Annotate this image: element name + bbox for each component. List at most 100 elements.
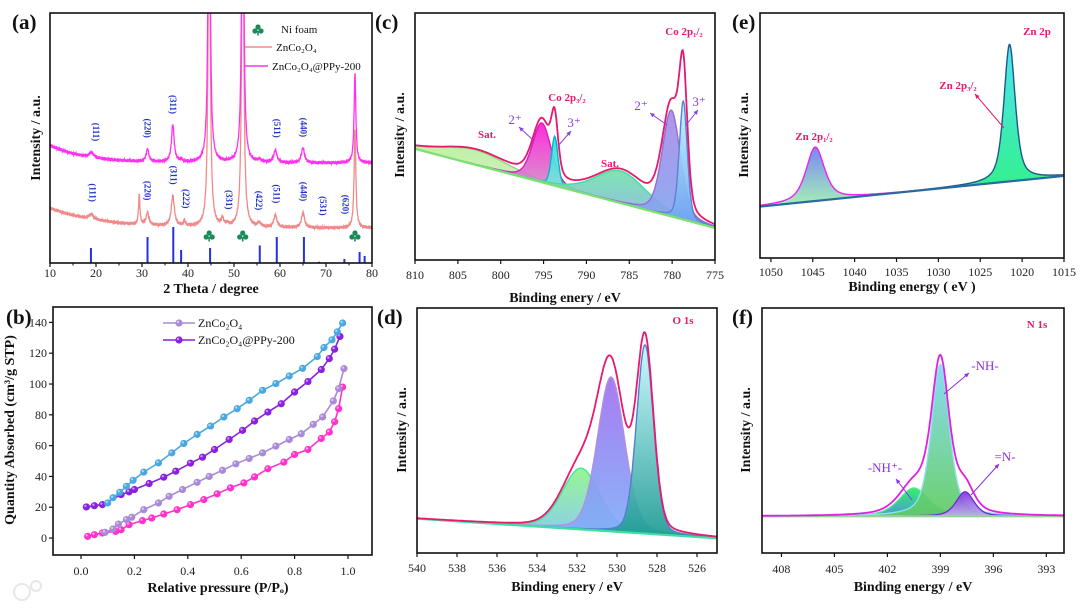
data-point-highlight [176, 320, 180, 324]
panel-label: (e) [732, 10, 755, 34]
data-point-highlight [279, 401, 282, 404]
data-point [298, 364, 307, 372]
data-point-highlight [260, 388, 263, 391]
data-point [220, 413, 228, 421]
data-point-highlight [146, 481, 150, 484]
x-tick-label: 1050 [759, 265, 783, 279]
x-tick-label: 780 [663, 268, 681, 282]
isotherm-line [86, 336, 341, 508]
data-point-highlight [176, 337, 180, 341]
data-point [84, 532, 92, 540]
x-tick-label: 0.4 [180, 564, 195, 578]
arrowhead-icon [964, 373, 969, 378]
x-axis-label: Binding enery / eV [509, 291, 621, 306]
x-tick-label: 1020 [1010, 265, 1034, 279]
x-tick-label: 795 [535, 268, 553, 282]
data-point [145, 479, 153, 488]
data-point [309, 420, 317, 428]
x-tick-label: 0.6 [234, 564, 249, 578]
legend-label: ZnCo₂O₄ [276, 42, 317, 54]
x-axis-label: Binding energy ( eV ) [848, 280, 976, 295]
peak-annotation: 2⁺ [634, 98, 647, 113]
peak-annotation: -NH⁺- [868, 460, 902, 475]
x-tick-label: 534 [528, 561, 546, 575]
peak-annotation: Zn 2p [1023, 26, 1051, 38]
annotation-arrow [943, 372, 970, 395]
x-tick-label: 526 [688, 561, 706, 575]
data-point [186, 459, 195, 467]
x-tick-label: 40 [182, 266, 194, 280]
data-point [172, 467, 180, 475]
data-point [277, 400, 285, 408]
club-marker-icon [237, 230, 249, 242]
data-point-highlight [132, 487, 135, 490]
y-axis-label: Intensity / a.u. [29, 95, 44, 181]
isotherm-line [107, 322, 344, 504]
plot-area [417, 331, 717, 540]
x-tick-label: 805 [449, 268, 467, 282]
x-axis-label: 2 Theta / degree [163, 282, 259, 297]
hkl-label: (222) [181, 189, 191, 209]
data-point [193, 478, 201, 486]
data-point-highlight [331, 398, 334, 402]
peak-annotation: Zn 2p₃/₂ [939, 80, 977, 92]
data-point-highlight [315, 354, 318, 357]
data-point [140, 506, 148, 514]
data-point [109, 494, 117, 502]
isotherm-line [87, 386, 344, 538]
data-point [122, 482, 131, 490]
hkl-label: (311) [168, 95, 178, 114]
data-point [340, 365, 348, 373]
data-point [331, 345, 339, 353]
data-point [297, 430, 305, 438]
data-point-highlight [265, 466, 269, 469]
data-point-highlight [161, 475, 164, 478]
panel-label: (c) [375, 10, 398, 34]
fit-component-area [456, 468, 706, 538]
data-point [210, 445, 219, 454]
hkl-label: (111) [91, 123, 101, 142]
peak-annotation: 3⁺ [567, 115, 580, 130]
data-point-highlight [84, 504, 87, 508]
envelope-line [762, 353, 1064, 517]
data-point [140, 468, 148, 476]
fit-component-area [760, 147, 917, 207]
x-tick-label: 1025 [968, 265, 992, 279]
y-axis-label: Intensity / a.u. [395, 387, 410, 473]
data-point-highlight [206, 474, 210, 477]
y-tick-label: 100 [29, 377, 47, 391]
data-point [250, 417, 259, 425]
data-point-highlight [305, 447, 309, 450]
plot-area [762, 353, 1064, 518]
x-tick-label: 399 [931, 562, 949, 576]
club-lobe [352, 230, 358, 236]
panel-a-xrd: (111) (220)(311)(222) (331) (422) (511) (440)… [12, 10, 378, 297]
data-point [109, 525, 117, 533]
y-tick-label: 60 [35, 439, 47, 453]
data-point [319, 413, 327, 421]
fit-component-area [637, 101, 715, 228]
y-tick-label: 0 [41, 531, 47, 545]
data-point-highlight [311, 422, 314, 425]
data-point [313, 353, 321, 361]
club-lobe [240, 230, 246, 236]
background-line [417, 517, 717, 540]
data-point-highlight [188, 460, 191, 464]
club-lobe [206, 230, 212, 236]
x-tick-label: 30 [136, 266, 148, 280]
hkl-label: (620) [340, 195, 350, 215]
data-point [213, 490, 221, 498]
data-point-highlight [156, 460, 159, 464]
data-point-highlight [327, 356, 330, 359]
xrd-pattern-line [50, 13, 372, 232]
data-point [264, 408, 272, 416]
club-stem [208, 237, 210, 242]
data-point-highlight [201, 497, 205, 500]
panel-label: (b) [6, 305, 32, 329]
data-point-highlight [100, 502, 103, 505]
arrowhead-icon [975, 94, 980, 99]
data-point-highlight [124, 517, 127, 520]
data-point-highlight [200, 454, 203, 458]
hkl-label: (422) [254, 191, 264, 211]
